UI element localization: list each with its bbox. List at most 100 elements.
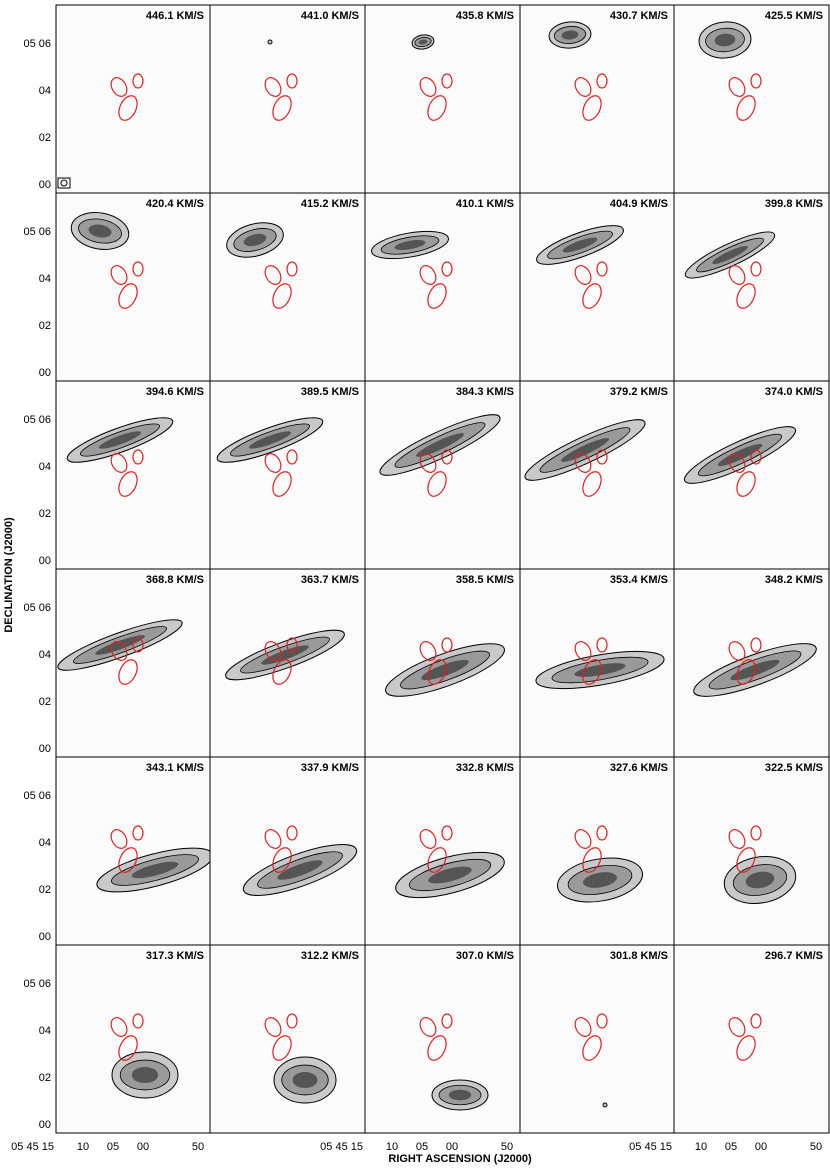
x-tick-label: 05 45 15 <box>320 1141 363 1153</box>
red-contour <box>441 73 453 89</box>
red-contour <box>110 829 128 849</box>
x-tick-label: 10 <box>386 1141 398 1153</box>
velocity-label: 348.2 KM/S <box>765 574 823 586</box>
y-tick-label: 00 <box>39 555 51 567</box>
velocity-label: 404.9 KM/S <box>610 198 668 210</box>
channel-panel: 322.5 KM/S <box>673 756 830 946</box>
y-tick-label: 05 06 <box>23 978 51 990</box>
channel-panel: 343.1 KM/S <box>55 756 214 946</box>
panel-frame <box>673 192 830 382</box>
red-contour <box>574 265 592 285</box>
red-contour <box>272 1035 292 1061</box>
red-contour <box>596 825 608 841</box>
red-contour <box>574 1017 592 1037</box>
red-contour <box>736 659 756 685</box>
y-tick-label: 02 <box>39 696 51 708</box>
red-contour <box>110 265 128 285</box>
red-contour <box>736 471 756 497</box>
red-contour <box>110 1017 128 1037</box>
y-tick-label: 02 <box>39 508 51 520</box>
panel-frame <box>519 4 675 194</box>
red-contour <box>574 829 592 849</box>
red-contour <box>118 659 138 685</box>
red-contour <box>574 77 592 97</box>
y-axis-title: DECLINATION (J2000) <box>3 517 15 633</box>
y-tick-label: 05 06 <box>23 414 51 426</box>
emission-core <box>292 1071 318 1089</box>
velocity-label: 425.5 KM/S <box>765 10 823 22</box>
red-contour <box>132 637 144 653</box>
red-contour <box>582 1035 602 1061</box>
red-contour <box>728 453 746 473</box>
red-contour <box>750 825 762 841</box>
channel-panel: 307.0 KM/S <box>364 944 521 1134</box>
red-contour <box>264 453 282 473</box>
emission-core <box>574 663 626 677</box>
panel-frame <box>673 944 830 1134</box>
x-axis-title: RIGHT ASCENSION (J2000) <box>388 1153 532 1165</box>
x-tick-label: 00 <box>446 1141 458 1153</box>
panel-frame <box>364 4 521 194</box>
channel-panel: 348.2 KM/S <box>673 568 830 758</box>
emission-core <box>745 871 775 889</box>
panel-frame <box>55 4 211 194</box>
red-contour <box>582 659 602 685</box>
red-contour <box>441 637 453 653</box>
velocity-label: 435.8 KM/S <box>456 10 514 22</box>
red-contour <box>286 637 298 653</box>
velocity-label: 312.2 KM/S <box>301 950 359 962</box>
red-contour <box>264 1017 282 1037</box>
panel-frame <box>673 756 830 946</box>
emission-core <box>131 1066 159 1084</box>
panel-frame <box>673 4 830 194</box>
y-tick-label: 05 06 <box>23 602 51 614</box>
x-tick-label: 05 <box>416 1141 428 1153</box>
y-tick-label: 04 <box>39 461 51 473</box>
emission-core <box>714 33 736 47</box>
red-contour <box>272 659 292 685</box>
channel-panel: 363.7 KM/S <box>209 568 366 758</box>
y-tick-label: 00 <box>39 743 51 755</box>
red-contour <box>272 471 292 497</box>
red-contour <box>286 825 298 841</box>
red-contour <box>272 847 292 873</box>
beam <box>60 179 68 187</box>
emission-core <box>428 866 472 884</box>
panel-frame <box>55 944 211 1134</box>
y-tick-label: 04 <box>39 1025 51 1037</box>
red-contour <box>736 847 756 873</box>
red-contour <box>132 1013 144 1029</box>
red-contour <box>419 77 437 97</box>
emission-core <box>98 431 142 449</box>
velocity-label: 358.5 KM/S <box>456 574 514 586</box>
x-tick-label: 50 <box>810 1141 822 1153</box>
channel-panel: 327.6 KM/S <box>519 756 675 946</box>
red-contour <box>419 1017 437 1037</box>
y-tick-label: 05 06 <box>23 38 51 50</box>
emission-core <box>277 860 323 880</box>
red-contour <box>441 825 453 841</box>
channel-panel: 435.8 KM/S <box>364 4 521 194</box>
emission-contour <box>602 1102 608 1108</box>
channel-panel: 312.2 KM/S <box>209 944 366 1134</box>
velocity-label: 368.8 KM/S <box>146 574 204 586</box>
x-tick-label: 10 <box>695 1141 707 1153</box>
y-tick-label: 02 <box>39 884 51 896</box>
y-tick-label: 04 <box>39 649 51 661</box>
red-contour <box>272 95 292 121</box>
velocity-label: 389.5 KM/S <box>301 386 359 398</box>
channel-panel: 374.0 KM/S <box>673 380 830 570</box>
red-contour <box>427 659 447 685</box>
velocity-label: 394.6 KM/S <box>146 386 204 398</box>
channel-panel: 337.9 KM/S <box>209 756 366 946</box>
channel-panel: 425.5 KM/S <box>673 4 830 194</box>
channel-panel: 384.3 KM/S <box>364 380 521 570</box>
x-tick-label: 00 <box>137 1141 149 1153</box>
emission-core <box>131 861 179 879</box>
velocity-label: 296.7 KM/S <box>765 950 823 962</box>
velocity-label: 307.0 KM/S <box>456 950 514 962</box>
panel-frame <box>209 192 366 382</box>
channel-panel: 394.6 KM/S <box>55 380 211 570</box>
red-contour <box>736 1035 756 1061</box>
red-contour <box>596 261 608 277</box>
